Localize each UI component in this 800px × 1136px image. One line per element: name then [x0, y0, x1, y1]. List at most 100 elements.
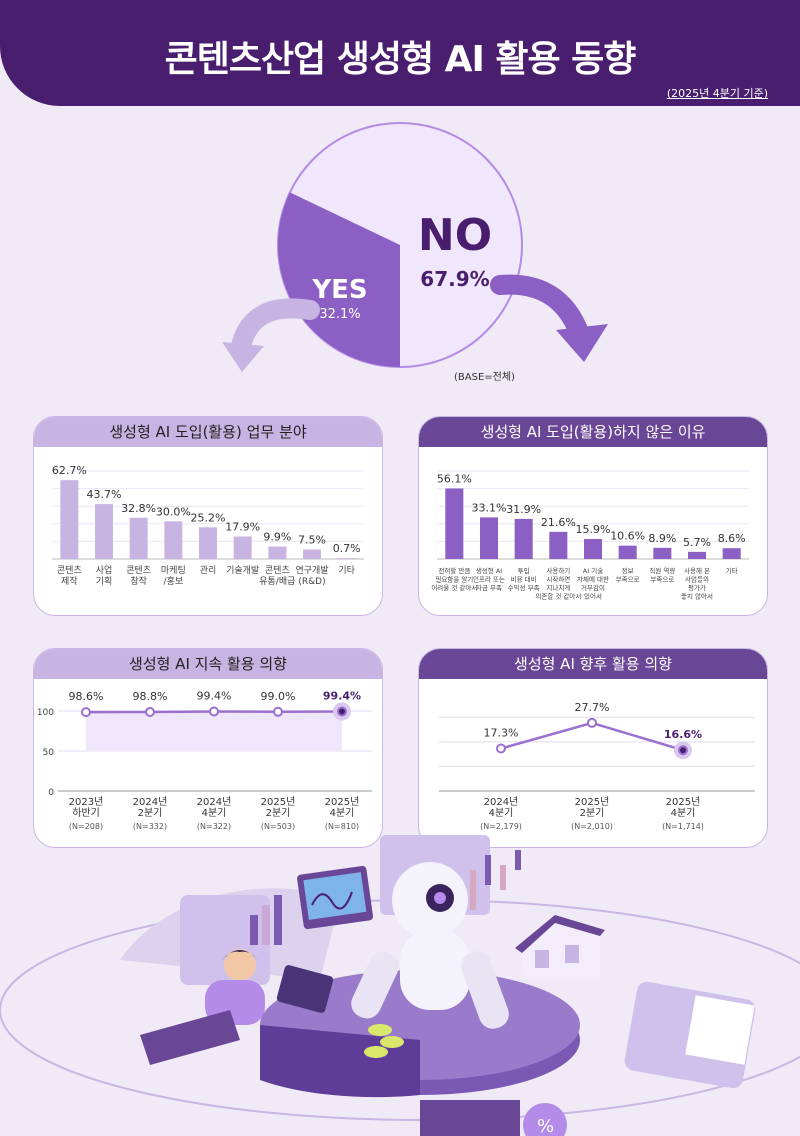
bar-value-label: 0.7% — [333, 542, 361, 555]
work-area-card: 생성형 AI 도입(활용) 업무 분야 62.7% 콘텐츠 제작 43.7% 사업 기획 3… — [33, 416, 383, 616]
bar-value-label: 9.9% — [263, 531, 291, 544]
bar — [514, 518, 533, 559]
point-value-label: 16.6% — [664, 728, 702, 741]
bar-value-label: 15.9% — [576, 523, 611, 536]
category-label: 인프라 또는 — [473, 575, 505, 584]
bar-value-label: 5.7% — [683, 536, 711, 549]
point-value-label: 17.3% — [484, 726, 519, 739]
category-label: 2024년 — [484, 796, 519, 808]
category-label: 기타 — [338, 565, 355, 576]
bar — [129, 517, 148, 559]
data-point — [337, 706, 347, 717]
category-label: 사용해 본 — [684, 566, 710, 575]
category-label: 거부감이 — [581, 583, 605, 592]
category-label: 2025년 — [261, 796, 296, 808]
bar — [94, 504, 114, 559]
category-label: 유통/배급 — [259, 576, 295, 587]
area-fill — [86, 711, 342, 751]
bar — [653, 547, 672, 559]
bar — [722, 548, 741, 559]
category-label: 어려울 것 같아서 — [431, 583, 477, 592]
header-banner — [0, 0, 800, 106]
pie-no-label: NO — [418, 210, 492, 261]
category-label: 2023년 — [69, 796, 104, 808]
category-label: 콘텐츠 — [57, 565, 82, 576]
category-label: 2분기 — [580, 807, 605, 819]
sample-size-label: (N=503) — [261, 822, 295, 831]
category-label: 자체에 대한 — [577, 575, 609, 584]
bar — [687, 551, 707, 559]
sample-size-label: (N=1,714) — [662, 822, 704, 831]
work-area-title: 생성형 AI 도입(활용) 업무 분야 — [34, 417, 382, 447]
bar-value-label: 25.2% — [191, 511, 226, 524]
bar-value-label: 32.8% — [121, 502, 156, 515]
bar-value-label: 17.9% — [225, 520, 260, 533]
bar — [233, 536, 252, 559]
bar — [198, 527, 218, 559]
sample-size-label: (N=810) — [325, 822, 359, 831]
category-label: 2025년 — [666, 796, 701, 808]
pie-yes-label: YES — [311, 275, 367, 305]
category-label: 필요함을 알기 — [435, 575, 473, 584]
category-label: 2분기 — [138, 807, 163, 819]
category-label: 2분기 — [266, 807, 291, 819]
no-arrow-icon — [490, 274, 590, 345]
category-label: 사업 — [96, 565, 113, 576]
category-label: 기획 — [96, 575, 113, 587]
category-label: 평가가 — [688, 583, 706, 592]
sample-size-label: (N=322) — [197, 822, 231, 831]
category-label: (R&D) — [298, 577, 325, 587]
future-use-line-chart: 17.3%2024년4분기(N=2,179)27.7%2025년2분기(N=2,… — [439, 701, 755, 831]
yes-arrow-icon — [230, 298, 320, 360]
bar — [479, 517, 499, 559]
bar-value-label: 21.6% — [541, 516, 576, 529]
page-title: 콘텐츠산업 생성형 AI 활용 동향 — [164, 39, 637, 80]
category-label: 2025년 — [575, 796, 610, 808]
no-arrowhead-icon — [556, 324, 608, 362]
point-value-label: 99.4% — [197, 689, 232, 702]
category-label: 하반기 — [72, 806, 100, 819]
point-value-label: 98.8% — [133, 690, 168, 703]
category-label: 기타 — [726, 566, 738, 575]
category-label: 관리 — [200, 565, 217, 576]
reason-card: 생성형 AI 도입(활용)하지 않은 이유 56.1% 전혀할 만큼 필요함을 알기… — [418, 416, 768, 616]
sample-size-label: (N=208) — [69, 822, 103, 831]
category-label: 마케팅 — [161, 565, 186, 576]
reason-title: 생성형 AI 도입(활용)하지 않은 이유 — [419, 417, 767, 447]
category-label: 비용 대비 — [511, 575, 537, 584]
sample-size-label: (N=2,010) — [571, 822, 613, 831]
category-label: 부족으로 — [616, 576, 640, 584]
pie-yes-value: 32.1% — [319, 307, 360, 322]
category-label: 있어서 — [584, 592, 602, 601]
bar — [445, 488, 464, 559]
y-tick-label: 100 — [37, 708, 54, 718]
category-label: 전혀할 만큼 — [438, 566, 470, 575]
yes-arrowhead-icon — [222, 342, 264, 372]
category-label: 기술개발 — [226, 565, 259, 576]
sample-size-label: (N=332) — [133, 822, 167, 831]
bar-value-label: 43.7% — [87, 488, 122, 501]
category-label: 4분기 — [489, 807, 514, 819]
category-label: 2025년 — [325, 796, 360, 808]
bar — [60, 480, 79, 559]
bar-value-label: 8.9% — [648, 532, 676, 545]
y-tick-label: 0 — [48, 788, 54, 798]
bar-value-label: 33.1% — [472, 501, 507, 514]
future-use-card: 생성형 AI 향후 활용 의향 17.3% 2024년 4분기 (N=2,179) 27… — [418, 648, 768, 848]
bar — [302, 549, 322, 559]
pie-chart-svg: YES 32.1% NO 67.9% — [222, 122, 608, 372]
bar-value-label: 62.7% — [52, 464, 87, 477]
category-label: 의존할 것 같아서 — [535, 592, 581, 601]
category-label: 2024년 — [197, 796, 232, 808]
category-label: 수익성 부족 — [508, 583, 540, 592]
bar-value-label: 7.5% — [298, 534, 326, 547]
bar — [164, 521, 183, 559]
category-label: 4분기 — [330, 807, 355, 819]
category-label: AI 기술 — [583, 566, 603, 575]
future-use-title: 생성형 AI 향후 활용 의향 — [419, 649, 767, 679]
bar-value-label: 8.6% — [718, 532, 746, 545]
category-label: 생성형 AI — [476, 566, 502, 575]
category-label: 지나치게 — [546, 583, 570, 592]
